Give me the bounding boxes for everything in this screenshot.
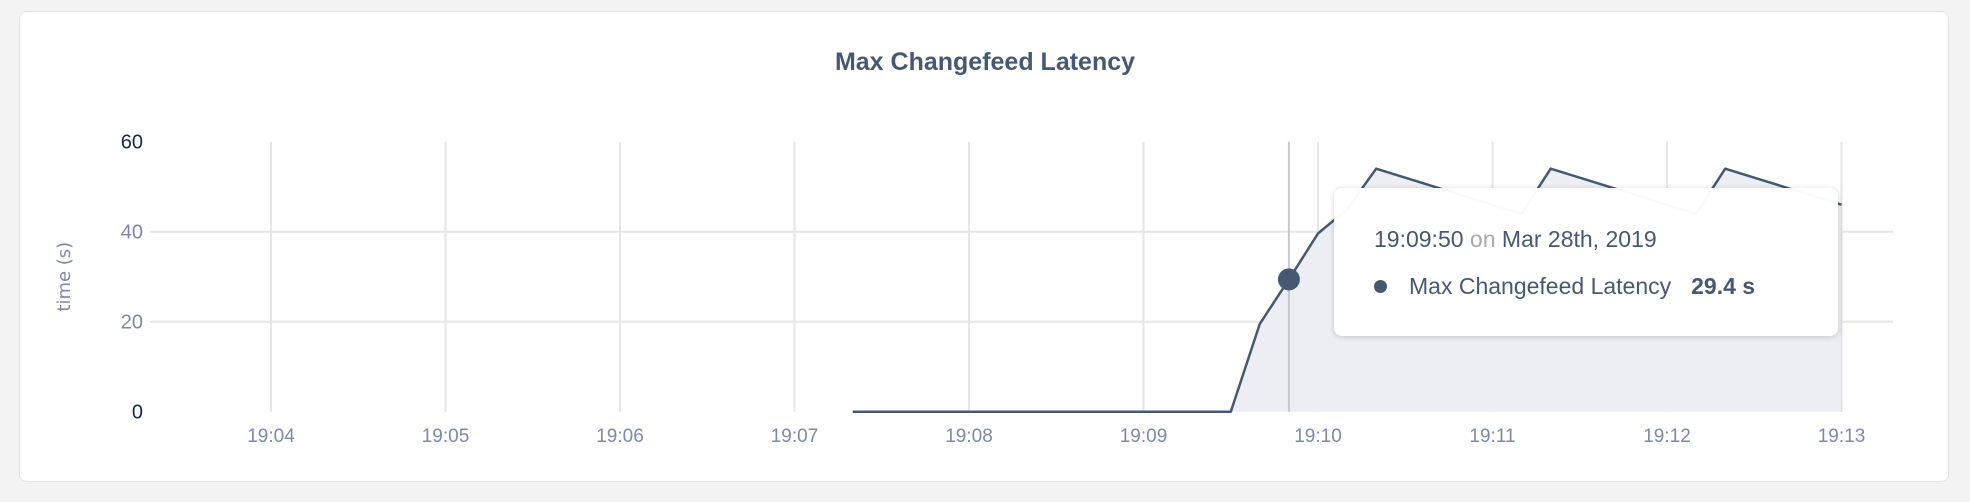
x-tick-label: 19:12 xyxy=(1643,426,1691,447)
y-tick-label: 60 xyxy=(121,132,143,154)
x-tick-label: 19:05 xyxy=(422,426,470,447)
tooltip-value: 29.4 s xyxy=(1691,273,1756,299)
x-tick-label: 19:08 xyxy=(945,426,993,447)
tooltip-time: 19:09:50 xyxy=(1374,226,1464,252)
chart-tooltip: 19:09:50 on Mar 28th, 2019 Max Changefee… xyxy=(1334,188,1838,336)
series-dot-icon xyxy=(1374,280,1387,293)
hover-point xyxy=(1277,268,1300,291)
y-axis-label: time (s) xyxy=(54,242,75,312)
tooltip-timestamp: 19:09:50 on Mar 28th, 2019 xyxy=(1374,226,1838,253)
x-tick-label: 19:11 xyxy=(1469,426,1515,447)
x-tick-label: 19:13 xyxy=(1818,426,1866,447)
tooltip-on: on xyxy=(1469,226,1496,252)
chart-title: Max Changefeed Latency xyxy=(834,48,1136,76)
x-tick-label: 19:04 xyxy=(247,426,295,447)
x-tick-label: 19:09 xyxy=(1120,426,1168,447)
y-tick-label: 40 xyxy=(121,222,143,244)
tooltip-series-name: Max Changefeed Latency xyxy=(1409,273,1672,299)
tooltip-date: Mar 28th, 2019 xyxy=(1501,226,1657,252)
x-tick-label: 19:06 xyxy=(596,426,644,447)
y-tick-label: 0 xyxy=(132,402,143,424)
y-tick-label: 20 xyxy=(121,312,143,334)
tooltip-series-row: Max Changefeed Latency 29.4 s xyxy=(1374,273,1838,300)
x-tick-label: 19:10 xyxy=(1294,426,1342,447)
x-tick-label: 19:07 xyxy=(771,426,819,447)
